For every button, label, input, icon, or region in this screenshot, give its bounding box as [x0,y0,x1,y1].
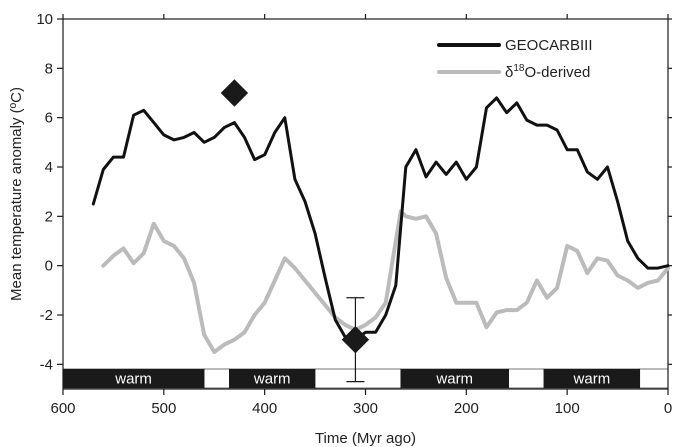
x-tick-label-5: 100 [555,400,580,417]
period-segment-5 [508,368,545,389]
period-label-2: warm [253,371,291,388]
plot-area [63,19,668,389]
x-tick-label-4: 200 [454,400,479,417]
y-tick-label-2: 0 [45,258,53,275]
y-tick-label-0: -4 [40,356,53,373]
x-tick-label-0: 600 [50,400,75,417]
diamond-marker-430 [220,79,249,107]
y-tick-label-5: 6 [45,110,53,127]
series-line-geocarbiii [91,96,670,342]
legend: GEOCARBIII δ18O-derived [437,37,593,81]
x-tick-label-1: 500 [151,400,176,417]
data-markers [220,79,370,383]
legend-label-0: GEOCARBIII [505,37,593,54]
y-tick-label-7: 10 [36,11,53,28]
period-label-4: warm [435,371,473,388]
axes: 600 500 400 300 200 100 0 -4 -2 0 2 4 6 8 10 [36,11,672,417]
series-line-d18o-derived [101,209,670,354]
y-axis-label: Mean temperature anomaly (ºC) [8,87,25,301]
y-tick-label-6: 8 [45,60,53,77]
y-tick-label-3: 2 [45,208,53,225]
x-tick-label-6: 0 [664,400,672,417]
period-segment-3 [314,368,402,389]
x-axis-label: Time (Myr ago) [315,430,416,447]
x-tick-label-2: 400 [252,400,277,417]
period-segment-7 [639,368,669,389]
period-label-0: warm [114,371,152,388]
y-tick-label-4: 4 [45,159,53,176]
y-tick-label-1: -2 [40,307,53,324]
legend-label-1: δ18O-derived [505,63,590,81]
warm-cool-period-bar: warm warm warm warm [62,368,669,389]
series-lines [91,96,670,354]
period-segment-1 [203,368,230,389]
period-label-6: warm [573,371,611,388]
plot-background-rect [63,19,668,389]
x-tick-label-3: 300 [353,400,378,417]
diamond-marker-310 [341,325,370,354]
